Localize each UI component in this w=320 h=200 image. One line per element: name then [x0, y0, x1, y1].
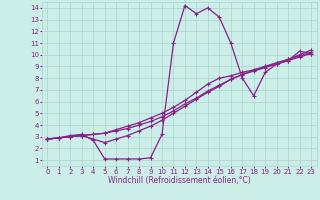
X-axis label: Windchill (Refroidissement éolien,°C): Windchill (Refroidissement éolien,°C) [108, 176, 251, 185]
